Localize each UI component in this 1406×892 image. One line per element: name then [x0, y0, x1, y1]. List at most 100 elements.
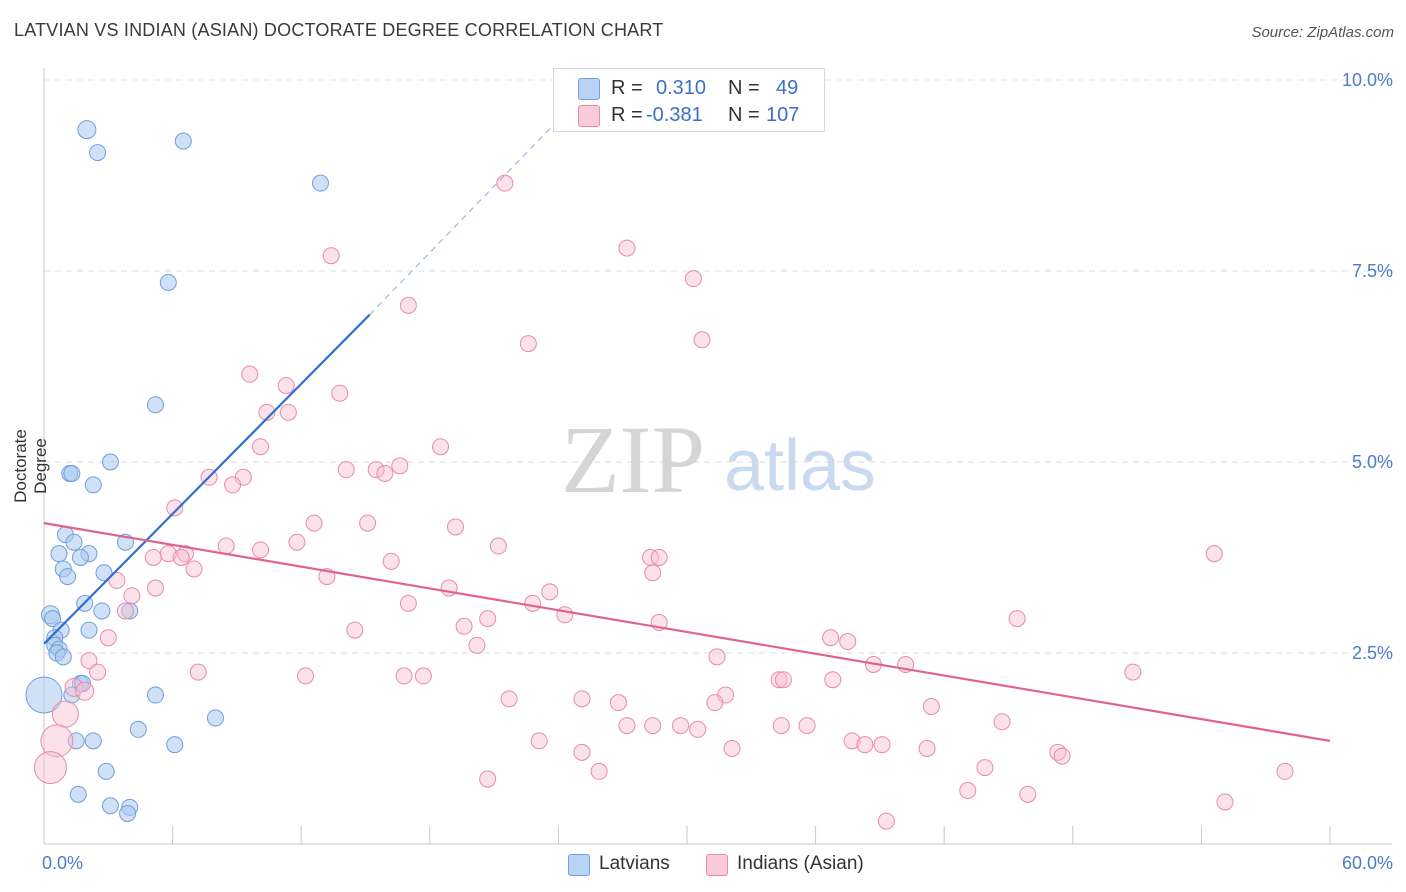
indian-point	[399, 594, 417, 612]
y-tick-label: 10.0%	[1342, 70, 1393, 90]
latvian-point	[101, 453, 119, 471]
indian-point	[75, 681, 95, 701]
indian-point	[395, 667, 413, 685]
indian-point	[708, 648, 726, 666]
trendlines	[43, 121, 1331, 742]
stats-legend: R = 0.310 N = 49 R = -0.381 N = 107	[553, 68, 825, 132]
latvian-point	[89, 144, 107, 162]
n-value-latvians: 49	[776, 77, 799, 99]
indian-swatch	[578, 105, 600, 127]
indian-point	[706, 694, 724, 712]
indian-point	[305, 514, 323, 532]
indian-point	[772, 717, 790, 735]
watermark-atlas: atlas	[724, 426, 876, 506]
latvian-legend-swatch	[568, 854, 590, 876]
r-label: R =	[611, 104, 643, 126]
indian-point	[331, 384, 349, 402]
latvian-point	[97, 762, 115, 780]
indian-point	[644, 717, 662, 735]
latvian-legend-label: Latvians	[599, 853, 670, 874]
indian-point	[251, 541, 269, 559]
indian-point	[376, 464, 394, 482]
indian-point	[279, 403, 297, 421]
latvian-point	[95, 564, 113, 582]
indian-points	[33, 174, 1294, 830]
indian-point	[414, 667, 432, 685]
y-tick-label: 5.0%	[1352, 452, 1393, 472]
indian-point	[496, 174, 514, 192]
indian-point	[723, 740, 741, 757]
indian-point	[644, 564, 662, 582]
indian-point	[322, 247, 340, 265]
indian-point	[447, 518, 465, 536]
axes	[43, 68, 1392, 845]
indian-point	[468, 636, 486, 654]
indian-point	[524, 594, 542, 612]
indian-point	[399, 296, 417, 314]
indian-point	[1008, 610, 1026, 628]
indian-point	[650, 549, 668, 566]
indian-point	[479, 610, 497, 628]
indian-point	[80, 652, 98, 670]
indian-point	[391, 457, 409, 475]
indian-point	[367, 461, 385, 479]
y-tick-label: 2.5%	[1352, 643, 1393, 663]
latvian-point	[129, 720, 147, 738]
indian-point	[519, 335, 537, 353]
latvian-point	[119, 804, 137, 822]
latvian-point	[311, 174, 329, 192]
indian-point	[573, 743, 591, 761]
latvian-point	[84, 732, 102, 750]
latvian-point	[206, 709, 224, 727]
indian-point	[922, 697, 940, 715]
indian-point	[877, 812, 895, 830]
latvian-point	[59, 568, 77, 586]
indian-point	[1216, 793, 1234, 811]
indian-point	[618, 239, 636, 257]
indian-point	[556, 606, 574, 624]
r-value-indians: -0.381	[646, 104, 703, 126]
tick-labels: 2.5% 5.0% 7.5% 10.0% 0.0% 60.0%	[42, 70, 1393, 873]
indian-legend-swatch	[706, 854, 728, 876]
latvian-point	[93, 602, 111, 620]
indian-point	[146, 579, 164, 597]
indian-point	[108, 571, 126, 589]
latvian-trendline	[43, 313, 371, 645]
r-label: R =	[611, 77, 643, 99]
indian-point	[455, 617, 473, 635]
watermark-zip: ZIP	[561, 406, 705, 513]
chart-title: LATVIAN VS INDIAN (ASIAN) DOCTORATE DEGR…	[14, 20, 664, 40]
indian-point	[959, 782, 977, 800]
indian-point	[1019, 785, 1037, 803]
indian-point	[684, 270, 702, 288]
indian-point	[618, 717, 636, 735]
indian-point	[40, 724, 74, 758]
latvian-point	[84, 476, 102, 494]
indian-point	[1205, 545, 1223, 563]
latvian-point	[69, 785, 87, 803]
indian-point	[33, 751, 67, 785]
indian-point	[693, 331, 711, 349]
x-tick-label-max: 60.0%	[1342, 853, 1393, 873]
indian-point	[500, 690, 518, 708]
latvian-point	[63, 464, 81, 482]
indian-point	[489, 537, 507, 555]
indian-point	[185, 560, 203, 578]
indian-point	[251, 438, 269, 456]
indian-point	[822, 629, 840, 647]
latvian-point	[44, 610, 62, 628]
watermark: ZIP atlas	[561, 406, 876, 513]
indian-point	[479, 770, 497, 788]
latvian-point	[54, 648, 72, 666]
latvian-point	[146, 686, 164, 704]
indian-point	[189, 663, 207, 681]
n-value-indians: 107	[766, 104, 800, 126]
latvian-point	[159, 273, 177, 291]
indian-point	[993, 713, 1011, 731]
indian-point	[288, 533, 306, 551]
indian-point	[64, 677, 84, 697]
indian-point	[839, 633, 857, 651]
indian-point	[123, 587, 141, 605]
indian-point	[856, 736, 874, 754]
x-tick-label-min: 0.0%	[42, 853, 83, 873]
